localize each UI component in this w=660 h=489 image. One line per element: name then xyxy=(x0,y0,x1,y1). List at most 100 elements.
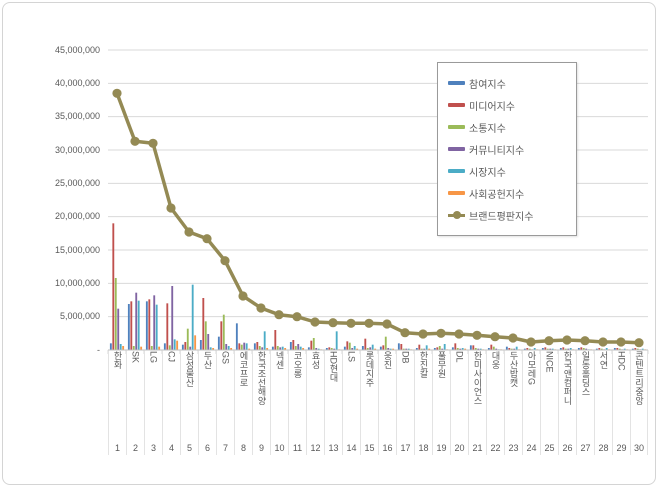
legend-label: 커뮤니티지수 xyxy=(469,145,525,157)
x-axis-category-column: 두산밥캣 23 xyxy=(504,351,522,455)
bar xyxy=(528,348,531,350)
bar xyxy=(227,346,230,350)
bar xyxy=(312,338,315,350)
category-name-label: SK xyxy=(130,351,141,364)
bar xyxy=(137,300,140,350)
line-marker xyxy=(436,328,446,338)
bar xyxy=(132,346,135,350)
category-rank-label: 24 xyxy=(526,443,537,453)
bar xyxy=(294,346,297,350)
bar xyxy=(217,336,220,350)
line-marker xyxy=(598,337,608,347)
legend-label: 미디어지수 xyxy=(469,101,515,113)
bar xyxy=(407,348,410,350)
x-axis-category-column: 서연 28 xyxy=(594,351,612,455)
category-name-label: NICE xyxy=(544,351,555,373)
bar xyxy=(127,304,130,350)
bar xyxy=(392,348,395,350)
bar xyxy=(541,348,544,350)
line-marker xyxy=(364,318,374,328)
bar xyxy=(263,331,266,350)
bar xyxy=(379,346,382,350)
bar xyxy=(461,348,464,350)
bar xyxy=(310,340,313,350)
bar xyxy=(225,344,228,350)
bar xyxy=(153,295,156,350)
bar xyxy=(428,348,431,350)
category-rank-label: 3 xyxy=(150,443,156,453)
category-name-label: 두산밥캣 xyxy=(508,351,519,387)
bar xyxy=(364,338,367,350)
bar xyxy=(191,284,194,350)
y-axis-tick-label: 25,000,000 xyxy=(54,177,100,188)
category-name-label: LS xyxy=(346,351,357,363)
bar xyxy=(487,348,490,350)
category-rank-label: 27 xyxy=(580,443,591,453)
line-marker xyxy=(310,317,320,327)
category-name-label: DB xyxy=(400,351,411,364)
x-axis-category-column: 넥센 10 xyxy=(270,351,288,455)
bar xyxy=(346,341,349,350)
line-marker xyxy=(346,318,356,328)
bar xyxy=(533,348,536,350)
x-axis-category-column: 삼성물산 5 xyxy=(180,351,198,455)
bar xyxy=(515,346,518,350)
category-rank-label: 28 xyxy=(598,443,609,453)
bar xyxy=(261,347,264,350)
category-name-label: 삼성물산 xyxy=(184,351,195,387)
bar xyxy=(353,346,356,350)
category-name-label: HD현대 xyxy=(328,351,339,382)
bar xyxy=(600,348,603,350)
bar xyxy=(220,321,223,350)
y-axis-tick-label: 5,000,000 xyxy=(59,311,100,322)
legend-item: 참여지수 xyxy=(448,72,566,94)
bar xyxy=(425,345,428,350)
bar xyxy=(240,344,243,350)
category-name-label: 한국조선해양 xyxy=(256,351,267,405)
line-marker xyxy=(616,337,626,347)
category-name-label: 풀무원 xyxy=(436,351,447,378)
bar xyxy=(443,344,446,350)
category-rank-label: 19 xyxy=(436,443,447,453)
bar xyxy=(181,344,184,350)
bar xyxy=(564,348,567,350)
bar xyxy=(549,348,552,350)
legend-swatch-icon xyxy=(448,191,465,195)
bar xyxy=(317,348,320,350)
bar xyxy=(271,346,274,350)
bar xyxy=(297,344,300,350)
bar xyxy=(634,348,637,350)
category-name-label: HDC xyxy=(616,351,627,371)
bar xyxy=(605,348,608,350)
bar xyxy=(636,348,639,350)
bar xyxy=(163,343,166,350)
bar xyxy=(479,348,482,350)
bar xyxy=(148,299,151,350)
bar xyxy=(374,348,377,350)
bar xyxy=(371,344,374,350)
category-rank-label: 21 xyxy=(472,443,483,453)
bar xyxy=(230,348,233,350)
legend-line-dot-icon xyxy=(453,211,461,219)
bar xyxy=(508,348,511,350)
bar xyxy=(284,348,287,350)
bar xyxy=(472,345,475,350)
bar xyxy=(207,334,210,350)
y-axis-tick-label: 15,000,000 xyxy=(54,244,100,255)
bar xyxy=(423,348,426,350)
line-marker xyxy=(184,227,194,237)
line-marker xyxy=(166,203,176,213)
category-name-label: 에코프로 xyxy=(238,351,249,387)
bar xyxy=(456,348,459,350)
bar xyxy=(243,342,246,350)
category-name-label: 한진칼 xyxy=(418,351,429,378)
category-name-label: 넥센 xyxy=(274,351,285,369)
category-name-label: 롯데지주 xyxy=(364,351,375,387)
legend-label: 브랜드평판지수 xyxy=(469,211,534,223)
bar xyxy=(145,301,148,350)
line-marker xyxy=(418,329,428,339)
bar xyxy=(302,348,305,350)
bar xyxy=(580,347,583,350)
bar xyxy=(173,339,176,350)
category-rank-label: 9 xyxy=(258,443,264,453)
